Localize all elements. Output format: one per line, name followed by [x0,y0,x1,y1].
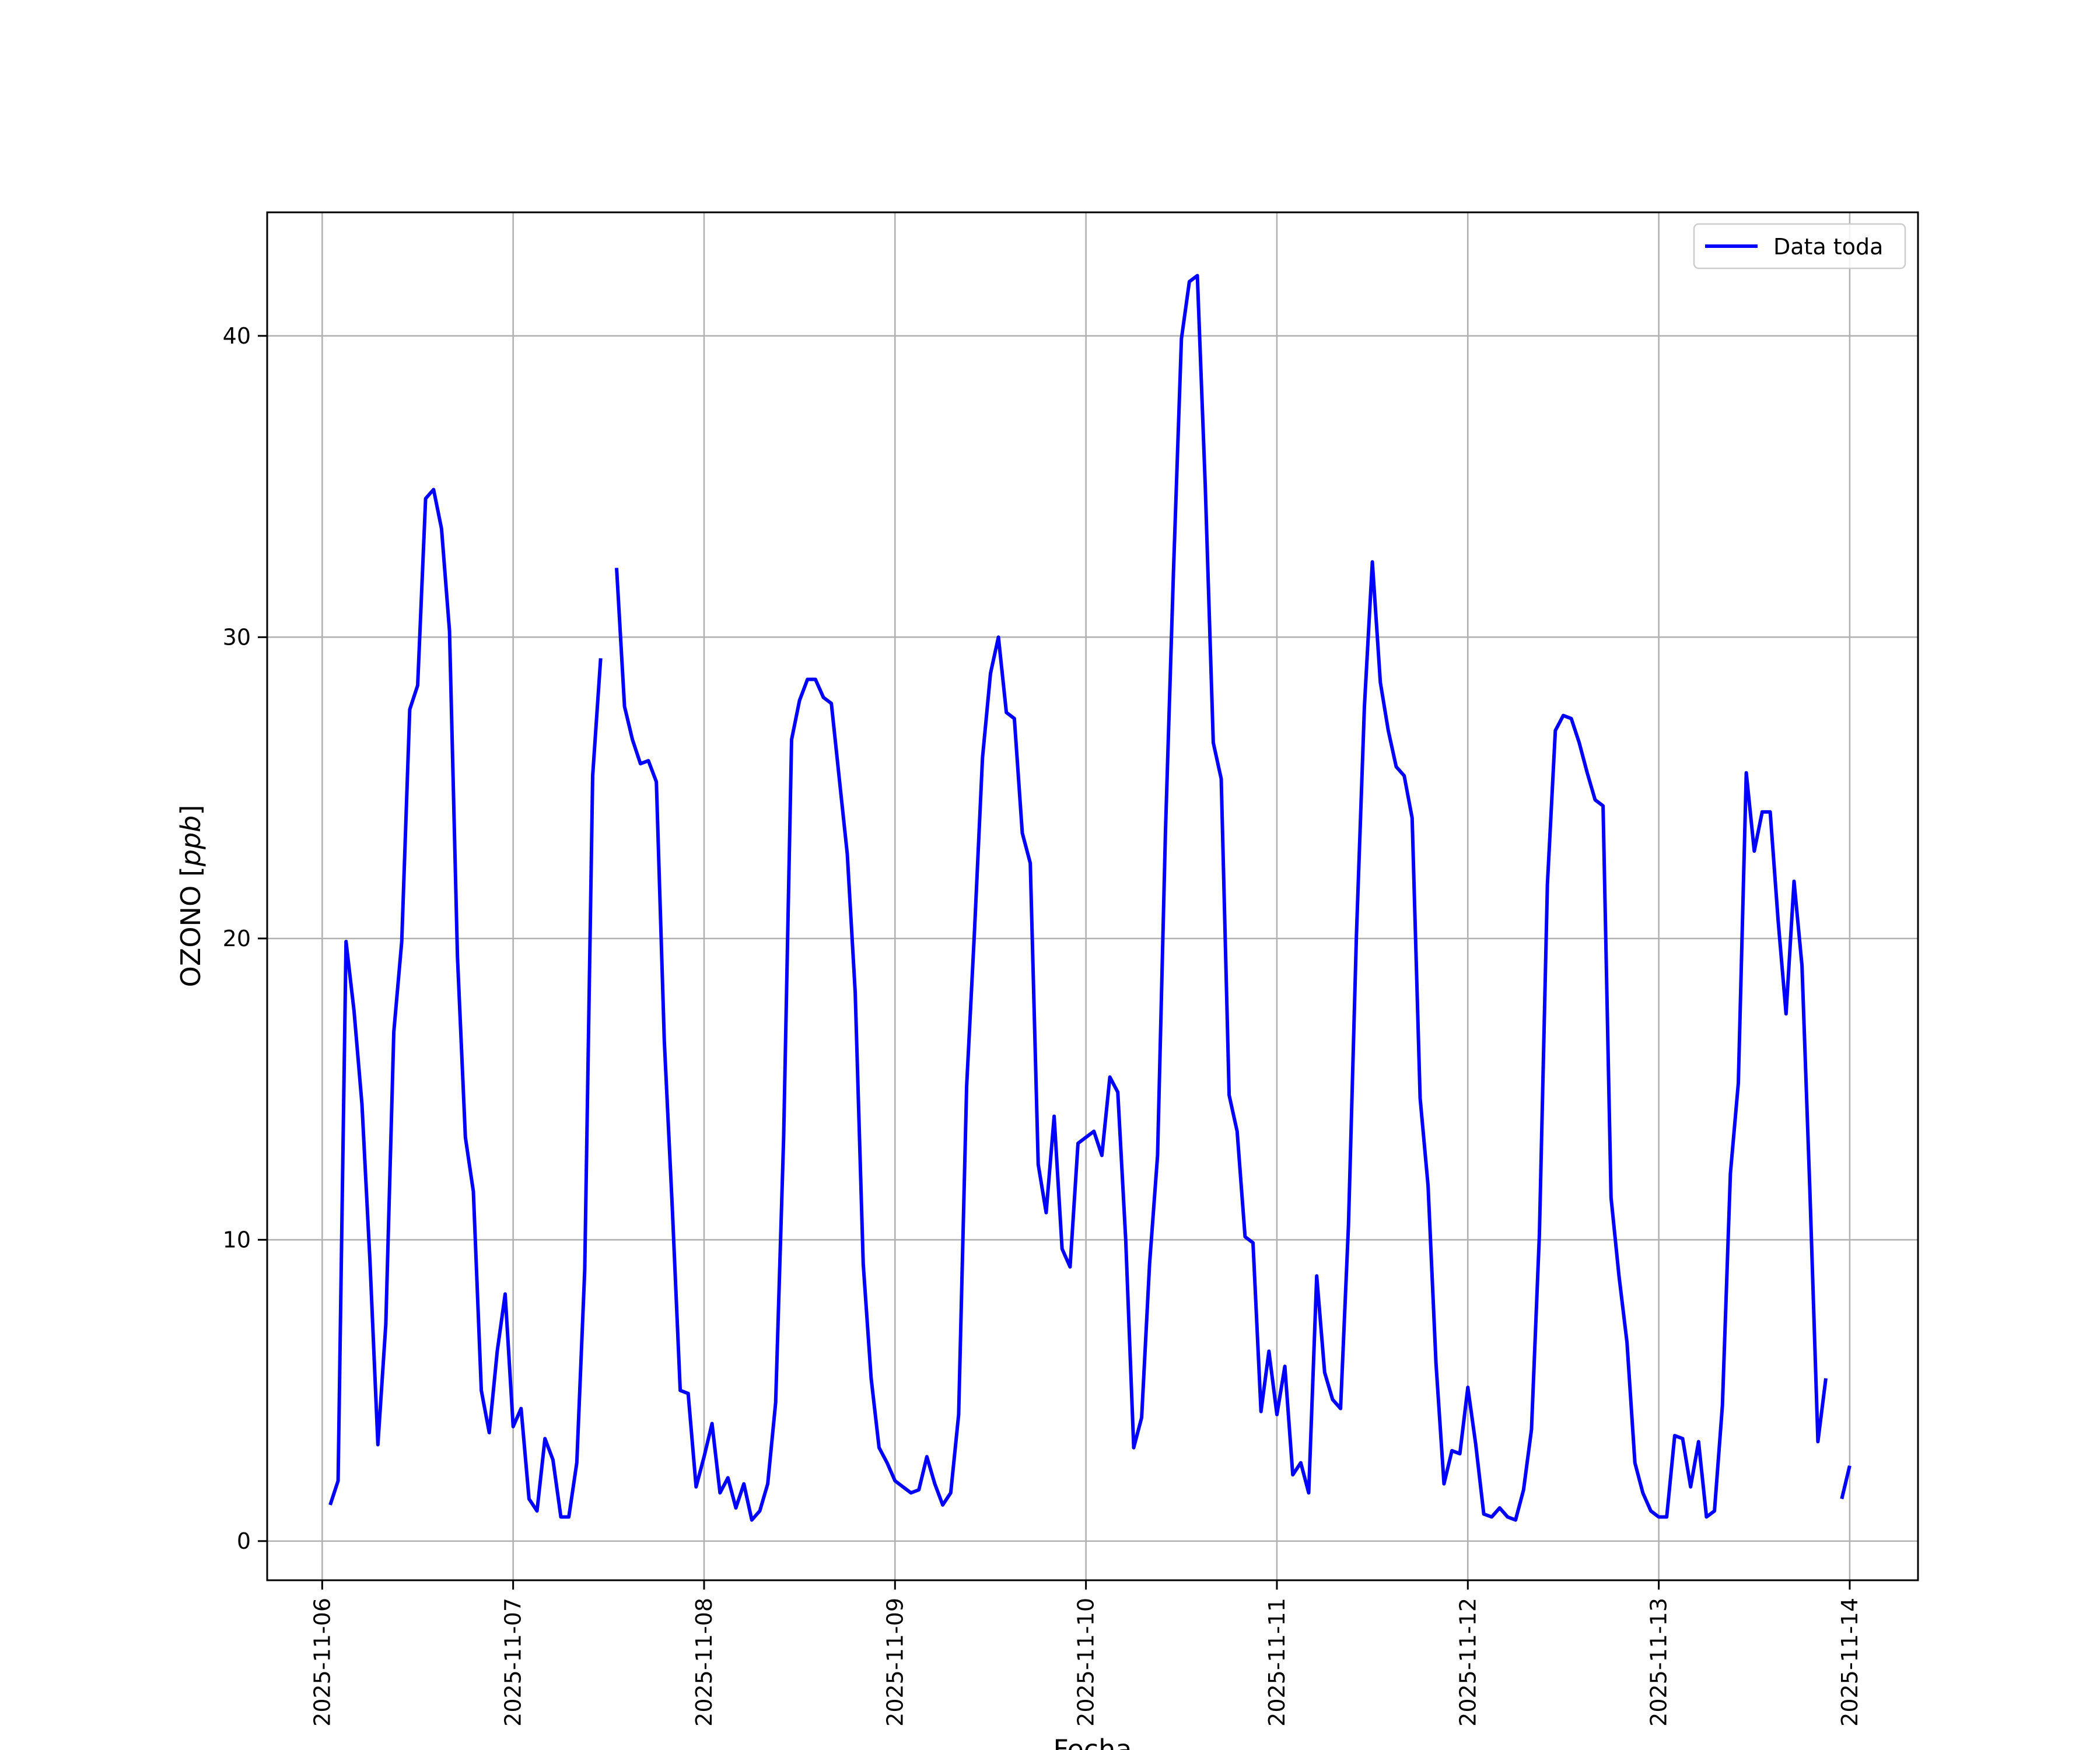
legend-box [1693,223,1906,270]
y-axis-label: OZONO [ppb] [175,805,206,988]
y-axis-label-suffix: ] [175,805,206,816]
legend-label: Data toda [1773,234,1883,260]
x-tick-label: 2025-11-11 [1264,1598,1290,1727]
x-tick-label: 2025-11-13 [1646,1598,1672,1727]
x-axis-label: Fecha [1054,1734,1132,1750]
x-gridlines [321,212,1851,1580]
x-tick-label: 2025-11-08 [691,1598,717,1727]
x-tick-label: 2025-11-10 [1073,1598,1099,1727]
series-line-segment [1840,1465,1852,1500]
x-tick-label: 2025-11-07 [501,1598,526,1727]
x-axis-ticks: 2025-11-06 2025-11-07 2025-11-08 2025-11-09… [309,1580,1863,1727]
y-tick-label: 30 [223,624,251,650]
y-tick-label: 40 [223,323,251,349]
x-tick-label: 2025-11-09 [882,1598,908,1727]
x-tick-label: 2025-11-06 [309,1598,335,1727]
y-axis-label-prefix: OZONO [ [175,866,206,987]
x-tick-label: 2025-11-14 [1837,1598,1863,1727]
y-tick-label: 20 [223,926,251,951]
y-tick-label: 0 [237,1528,251,1554]
series-line-segment [328,488,603,1519]
y-tick-label: 10 [223,1227,251,1252]
y-axis-ticks: 0 10 20 30 40 [223,323,267,1554]
y-gridlines [267,335,1918,1542]
x-tick-label: 2025-11-12 [1455,1598,1480,1727]
plot-frame [266,211,1919,1581]
y-axis-label-unit: ppb [175,816,206,867]
series-line-segment [615,274,1828,1522]
series-layer [328,274,1852,1522]
legend: Data toda [1693,223,1906,270]
